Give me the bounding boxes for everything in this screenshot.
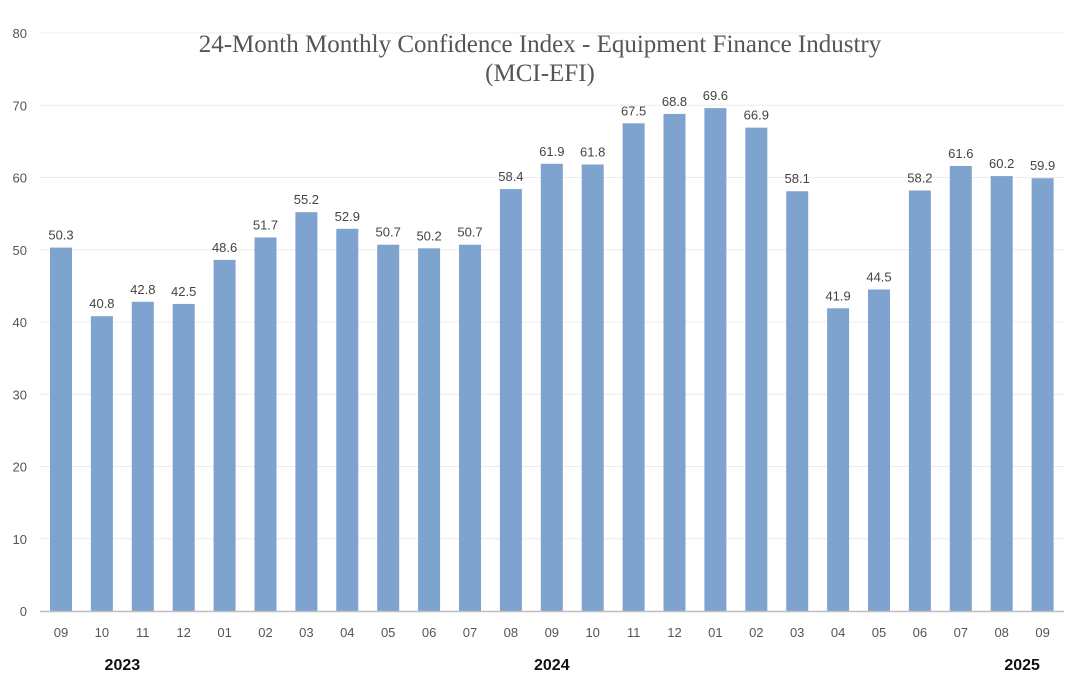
data-label: 50.7 (376, 225, 401, 240)
year-label: 2023 (105, 657, 141, 674)
data-label: 52.9 (335, 209, 360, 224)
bar (704, 108, 727, 611)
bar (581, 164, 604, 611)
y-tick-label: 80 (13, 26, 27, 41)
data-label: 41.9 (825, 288, 850, 303)
year-label: 2024 (534, 657, 570, 674)
y-tick-label: 0 (20, 604, 27, 619)
x-tick-label: 08 (994, 625, 1008, 640)
bar (868, 289, 890, 611)
bar (172, 303, 195, 611)
data-label: 50.7 (457, 225, 482, 240)
data-label: 68.8 (662, 94, 687, 109)
bar (786, 191, 809, 612)
x-tick-label: 05 (872, 625, 886, 640)
data-label: 61.8 (580, 144, 605, 159)
bar (990, 176, 1013, 611)
x-tick-label: 12 (667, 625, 681, 640)
bar (459, 244, 481, 611)
data-label: 55.2 (294, 192, 319, 207)
x-tick-label: 10 (585, 625, 599, 640)
bar (745, 127, 768, 612)
bar (336, 228, 359, 612)
data-label: 60.2 (989, 156, 1014, 171)
bar (377, 244, 400, 611)
x-tick-label: 04 (340, 625, 354, 640)
y-tick-label: 10 (13, 532, 27, 547)
data-label: 48.6 (212, 240, 237, 255)
chart-subtitle: (MCI-EFI) (485, 60, 595, 87)
data-label: 61.9 (539, 144, 564, 159)
x-tick-label: 03 (790, 625, 804, 640)
bar (663, 113, 686, 612)
y-tick-label: 30 (13, 387, 27, 402)
bar (908, 190, 931, 611)
data-label: 59.9 (1030, 158, 1055, 173)
data-label: 44.5 (866, 269, 891, 284)
x-tick-label: 11 (136, 625, 150, 640)
bar (540, 163, 563, 611)
y-tick-label: 40 (13, 315, 27, 330)
x-tick-label: 09 (54, 625, 68, 640)
bar (131, 301, 154, 611)
x-tick-label: 07 (463, 625, 477, 640)
x-tick-label: 07 (954, 625, 968, 640)
data-label: 61.6 (948, 146, 973, 161)
bar (418, 248, 441, 611)
x-tick-label: 02 (749, 625, 763, 640)
data-label: 58.2 (907, 171, 932, 186)
bar (949, 165, 972, 611)
data-label: 42.8 (130, 282, 155, 297)
bar (213, 259, 236, 611)
x-tick-label: 09 (1035, 625, 1049, 640)
bar (1031, 178, 1054, 611)
data-label: 67.5 (621, 103, 646, 118)
bar (254, 237, 277, 611)
data-label: 51.7 (253, 217, 278, 232)
x-tick-label: 08 (504, 625, 518, 640)
x-tick-label: 05 (381, 625, 395, 640)
y-tick-label: 60 (13, 171, 27, 186)
data-label: 50.3 (48, 228, 73, 243)
y-tick-label: 20 (13, 460, 27, 475)
y-tick-label: 70 (13, 98, 27, 113)
data-label: 50.2 (416, 228, 441, 243)
bar (295, 212, 318, 611)
bar (499, 189, 522, 611)
x-tick-label: 06 (913, 625, 927, 640)
x-tick-label: 10 (95, 625, 109, 640)
data-label: 58.1 (785, 171, 810, 186)
x-tick-label: 12 (176, 625, 190, 640)
x-tick-label: 11 (627, 625, 641, 640)
x-tick-label: 01 (217, 625, 231, 640)
x-tick-label: 02 (258, 625, 272, 640)
data-label: 66.9 (744, 108, 769, 123)
data-label: 40.8 (89, 296, 114, 311)
data-label: 58.4 (498, 169, 523, 184)
x-tick-label: 04 (831, 625, 845, 640)
x-tick-label: 09 (545, 625, 559, 640)
bar (50, 247, 72, 611)
bar (90, 316, 113, 611)
x-tick-label: 01 (708, 625, 722, 640)
x-tick-label: 06 (422, 625, 436, 640)
data-label: 69.6 (703, 88, 728, 103)
year-label: 2025 (1004, 657, 1040, 674)
x-tick-label: 03 (299, 625, 313, 640)
data-label: 42.5 (171, 284, 196, 299)
chart-title: 24-Month Monthly Confidence Index - Equi… (198, 31, 882, 58)
bar (827, 308, 850, 611)
y-tick-label: 50 (13, 243, 27, 258)
bar (622, 123, 645, 611)
